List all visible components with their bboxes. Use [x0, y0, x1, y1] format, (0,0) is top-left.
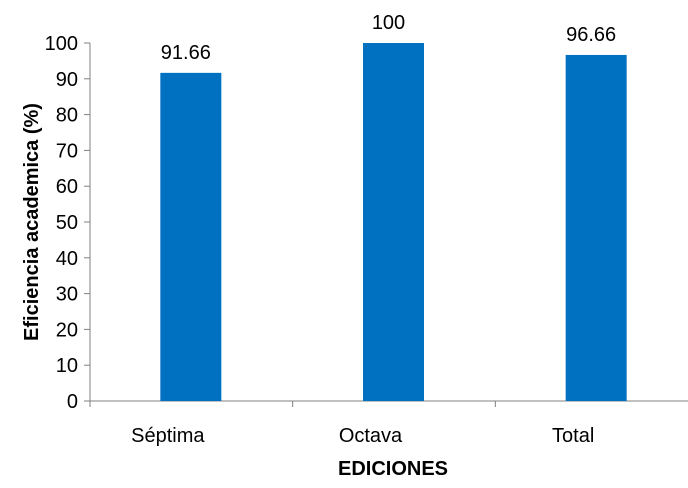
y-tick-label: 20 — [56, 319, 78, 341]
bars — [160, 43, 627, 401]
x-category-label: Total — [552, 425, 594, 447]
x-category-label: Octava — [339, 425, 403, 447]
data-label: 96.66 — [566, 24, 616, 46]
y-tick-label: 90 — [56, 69, 78, 91]
y-tick-label: 60 — [56, 176, 78, 198]
y-tick-label: 0 — [67, 391, 78, 413]
bar — [565, 54, 627, 401]
data-label: 100 — [372, 12, 405, 34]
y-axis-title: Eficiencia academica (%) — [21, 103, 43, 341]
y-tick-label: 50 — [56, 212, 78, 234]
y-tick-label: 10 — [56, 355, 78, 377]
x-category-label: Séptima — [131, 425, 205, 447]
y-tick-label: 100 — [45, 33, 78, 55]
x-axis-title: EDICIONES — [338, 458, 448, 480]
bar — [363, 43, 424, 401]
y-tick-label: 80 — [56, 105, 78, 127]
y-tick-label: 70 — [56, 140, 78, 162]
y-tick-label: 30 — [56, 284, 78, 306]
y-tick-label: 40 — [56, 248, 78, 270]
labels: 0 10 20 30 40 50 60 70 80 90 100 Séptima 91.66 Octava… — [45, 12, 617, 447]
data-label: 91.66 — [161, 42, 211, 64]
bar — [160, 72, 222, 401]
